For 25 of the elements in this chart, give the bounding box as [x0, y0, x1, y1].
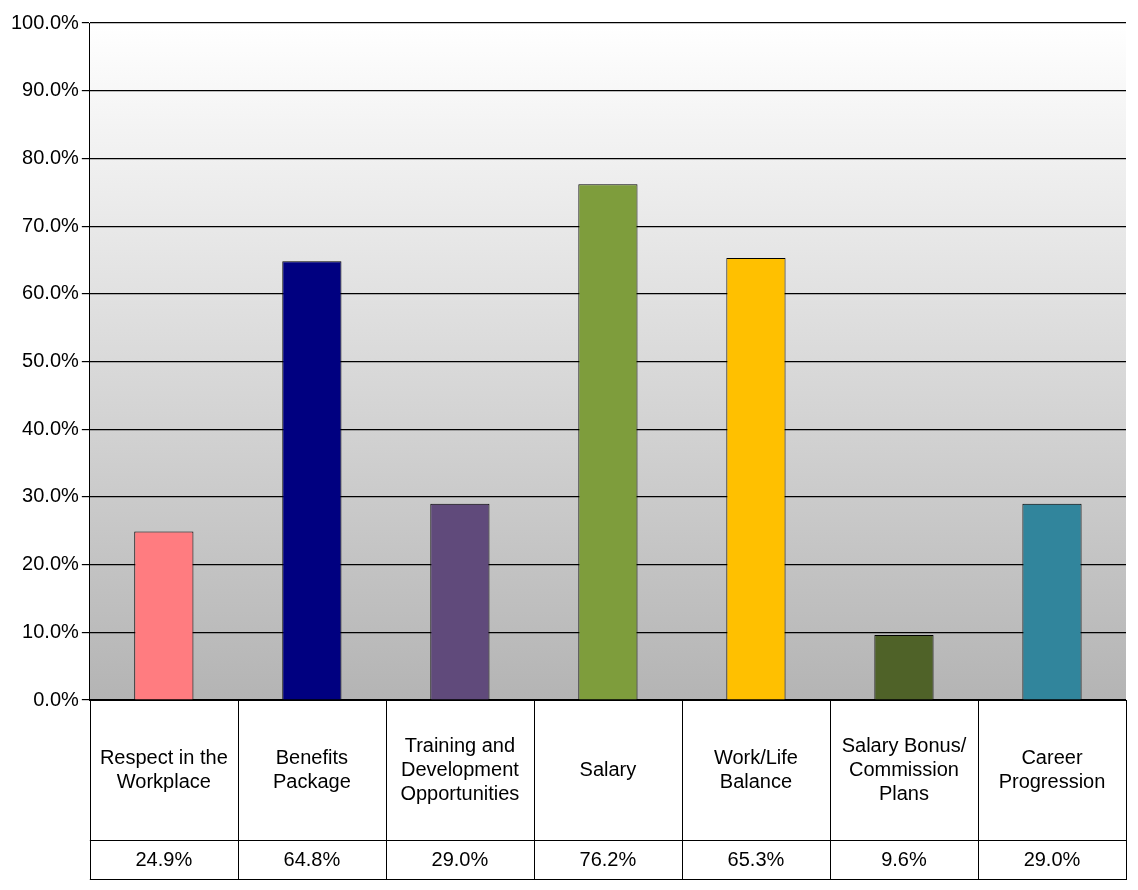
y-tick-label: 100.0%	[10, 10, 80, 33]
data-label: 29.0%	[431, 847, 489, 870]
data-label: 29.0%	[1023, 847, 1081, 870]
data-label: 24.9%	[135, 847, 193, 870]
y-tick-label: 40.0%	[22, 416, 80, 439]
y-tick-label: 30.0%	[22, 484, 80, 507]
x-tick-label: Career Progression	[998, 745, 1106, 792]
y-tick-label: 10.0%	[22, 619, 80, 642]
x-tick-label: Salary Bonus/Commission Plans	[841, 733, 967, 804]
x-tick-label: Training and Development Opportunities	[400, 733, 520, 804]
x-tick-label: Salary	[579, 757, 637, 780]
y-tick-label: 60.0%	[22, 281, 80, 304]
y-tick-label: 80.0%	[22, 145, 80, 168]
x-tick-label: Benefits Package	[272, 745, 351, 792]
y-tick-label: 50.0%	[22, 349, 80, 372]
data-label: 9.6%	[881, 847, 927, 870]
y-tick-label: 90.0%	[22, 78, 80, 101]
x-tick-label: Work/Life Balance	[713, 745, 798, 792]
y-tick-label: 20.0%	[22, 552, 80, 575]
data-label: 64.8%	[283, 847, 341, 870]
y-tick-label: 0.0%	[33, 687, 80, 710]
data-label: 65.3%	[727, 847, 785, 870]
data-label: 76.2%	[579, 847, 637, 870]
x-tick-label: Respect in the Workplace	[99, 745, 228, 792]
y-tick-label: 70.0%	[22, 213, 80, 236]
